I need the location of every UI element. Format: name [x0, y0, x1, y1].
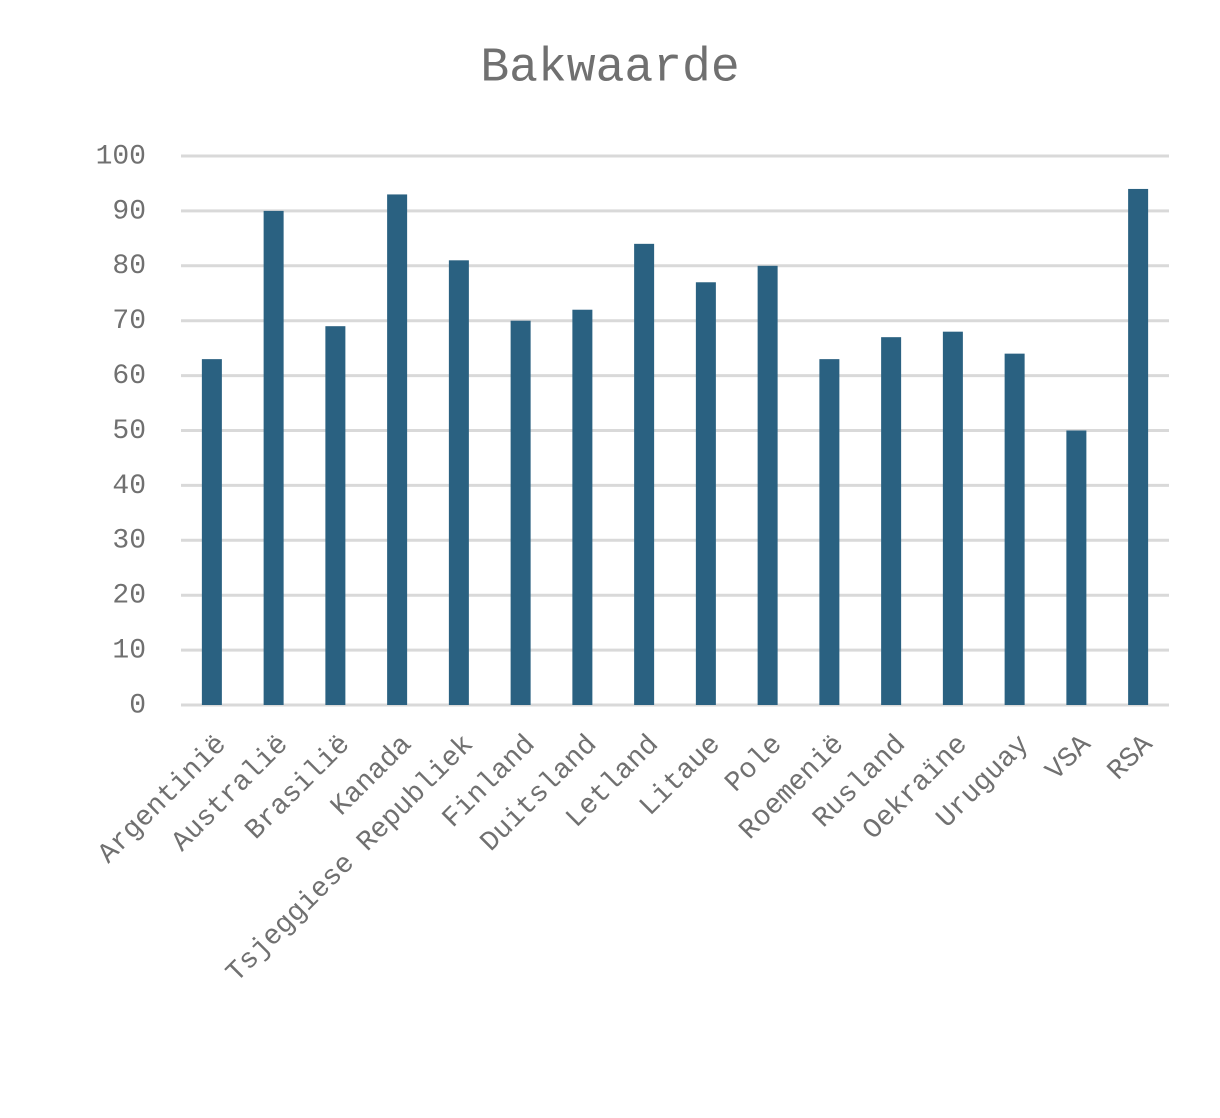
- bar: [448, 260, 469, 705]
- y-tick-label: 80: [112, 251, 146, 282]
- y-tick-label: 50: [112, 416, 146, 447]
- bar: [325, 326, 346, 705]
- bar: [881, 337, 902, 705]
- bar: [263, 210, 284, 705]
- bar: [1004, 353, 1025, 705]
- y-tick-label: 10: [112, 635, 146, 666]
- y-tick-label: 60: [112, 361, 146, 392]
- bar: [695, 282, 716, 705]
- bar: [510, 320, 531, 705]
- bar: [1128, 188, 1149, 705]
- chart-title: Bakwaarde: [480, 42, 739, 96]
- bar: [201, 359, 222, 705]
- bar: [387, 194, 408, 705]
- bar: [1066, 430, 1087, 705]
- y-tick-label: 90: [112, 196, 146, 227]
- bar: [942, 331, 963, 705]
- y-tick-label: 20: [112, 581, 146, 612]
- bar: [819, 359, 840, 705]
- x-tick-label: VSA: [1040, 730, 1098, 788]
- bar: [757, 265, 778, 705]
- bar: [572, 309, 593, 705]
- bar: [634, 243, 655, 705]
- y-tick-label: 0: [129, 690, 146, 721]
- y-tick-label: 30: [112, 526, 146, 557]
- x-tick-label: RSA: [1102, 730, 1160, 788]
- y-tick-label: 70: [112, 306, 146, 337]
- y-tick-label: 40: [112, 471, 146, 502]
- y-tick-label: 100: [96, 141, 146, 172]
